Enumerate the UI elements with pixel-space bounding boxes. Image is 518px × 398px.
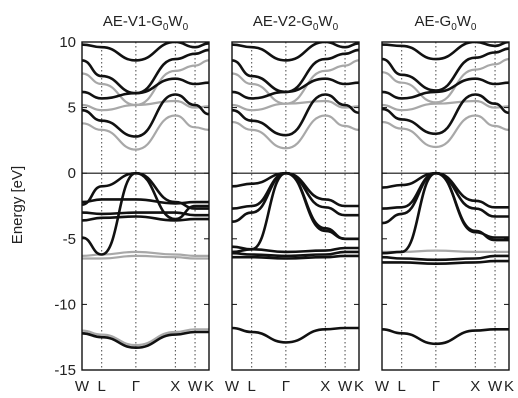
panel-title-main: AE-V1-G xyxy=(103,13,163,30)
band-black xyxy=(232,326,359,344)
x-tick-label: Γ xyxy=(432,378,440,395)
panel-title-main: AE-G xyxy=(415,13,452,30)
x-tick-label: W xyxy=(338,378,353,395)
band-black xyxy=(232,77,359,100)
band-black xyxy=(82,42,209,62)
x-tick-label: L xyxy=(98,378,106,395)
panel-title: AE-V2-G0W0 xyxy=(253,13,339,33)
band-gray xyxy=(382,99,509,112)
band-black xyxy=(232,171,359,217)
band-black xyxy=(82,48,209,95)
bands xyxy=(232,42,359,344)
band-gray xyxy=(382,58,509,104)
band-gray xyxy=(232,114,359,150)
band-black xyxy=(232,42,359,62)
band-black xyxy=(232,171,359,241)
panel-title-sub1: 0 xyxy=(451,22,457,33)
panel-title-mid: W xyxy=(168,13,183,30)
x-tick-label: X xyxy=(170,378,180,395)
x-tick-label: K xyxy=(504,378,514,395)
x-tick-label: W xyxy=(75,378,90,395)
x-tick-label: W xyxy=(375,378,390,395)
band-gray xyxy=(232,99,359,112)
y-axis-label: Energy [eV] xyxy=(9,166,26,244)
y-tick-label: -15 xyxy=(54,362,76,379)
band-black xyxy=(382,259,509,265)
band-black xyxy=(82,93,209,138)
x-tick-label: Γ xyxy=(132,378,140,395)
panel-title-sub2: 0 xyxy=(183,22,189,33)
y-tick-label: 0 xyxy=(68,165,76,182)
band-black xyxy=(82,171,209,256)
band-gray xyxy=(82,328,209,347)
x-tick-label: L xyxy=(248,378,256,395)
band-black xyxy=(232,171,359,208)
band-black xyxy=(382,42,509,61)
band-black xyxy=(82,77,209,100)
panel-title-sub1: 0 xyxy=(313,22,319,33)
panel-frame xyxy=(381,41,510,371)
band-black xyxy=(82,330,209,349)
band-black xyxy=(82,211,209,217)
band-gray xyxy=(82,59,209,107)
panel-title-mid: W xyxy=(457,13,472,30)
band-gray xyxy=(82,99,209,112)
band-gray xyxy=(82,254,209,260)
band-black xyxy=(382,327,509,346)
band-black xyxy=(382,254,509,262)
panel-title-sub1: 0 xyxy=(163,22,169,33)
band-black xyxy=(382,93,509,136)
band-black xyxy=(232,48,359,94)
panel-title-sub2: 0 xyxy=(471,22,477,33)
x-tick-label: Γ xyxy=(282,378,290,395)
x-tick-label: W xyxy=(488,378,503,395)
panel-title: AE-V1-G0W0 xyxy=(103,13,189,33)
x-tick-label: W xyxy=(188,378,203,395)
band-black xyxy=(382,171,509,239)
band-black xyxy=(382,47,509,92)
x-tick-label: X xyxy=(470,378,480,395)
panel-title-main: AE-V2-G xyxy=(253,13,313,30)
band-black xyxy=(382,77,509,100)
band-black xyxy=(82,198,209,205)
x-tick-label: X xyxy=(320,378,330,395)
band-black xyxy=(82,171,209,210)
band-black xyxy=(382,171,509,218)
band-black xyxy=(232,93,359,137)
bands xyxy=(382,42,509,346)
band-black xyxy=(232,250,359,258)
band-gray xyxy=(382,114,509,149)
band-black xyxy=(382,171,509,209)
x-tick-label: K xyxy=(354,378,364,395)
panel-title: AE-G0W0 xyxy=(415,13,477,33)
y-tick-label: 5 xyxy=(68,100,76,117)
panel-title-sub2: 0 xyxy=(333,22,339,33)
band-gray xyxy=(232,59,359,105)
panel-title-mid: W xyxy=(318,13,333,30)
x-tick-label: W xyxy=(225,378,240,395)
x-tick-label: K xyxy=(204,378,214,395)
band-black xyxy=(232,254,359,260)
y-tick-label: -5 xyxy=(63,231,76,248)
band-gray xyxy=(82,114,209,151)
panel-frame xyxy=(231,41,360,371)
panel-frame xyxy=(81,41,210,371)
y-tick-label: 10 xyxy=(59,34,76,51)
x-tick-label: L xyxy=(398,378,406,395)
bands xyxy=(82,42,209,349)
y-tick-label: -10 xyxy=(54,296,76,313)
band-black xyxy=(82,215,209,222)
